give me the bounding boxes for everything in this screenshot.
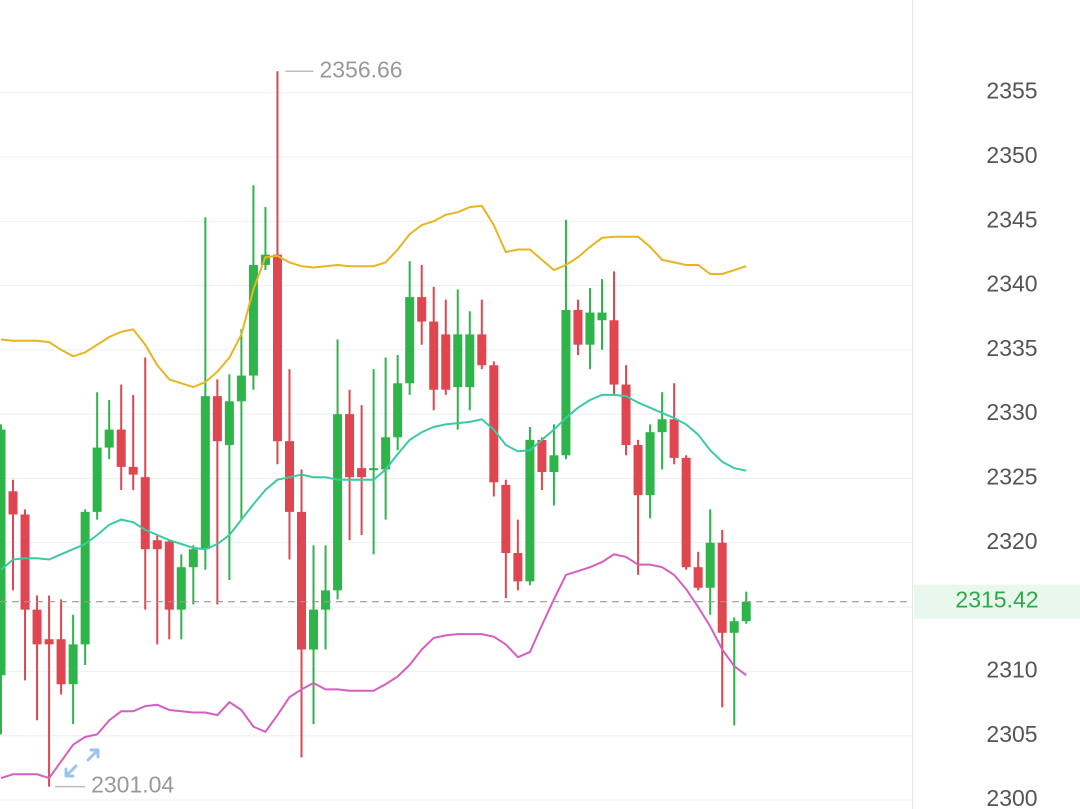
candle-body <box>693 567 703 588</box>
candle-body <box>8 491 18 515</box>
candle-body <box>44 639 54 645</box>
candle-body <box>537 439 547 473</box>
candle-body <box>501 484 511 554</box>
candle-body <box>549 455 559 473</box>
grid <box>0 92 912 801</box>
candle-body <box>140 477 150 550</box>
candle-body <box>128 466 138 475</box>
candle-body <box>417 297 427 322</box>
expand-arrows <box>64 748 100 778</box>
candle-body <box>525 439 535 582</box>
candle-body <box>224 401 234 446</box>
middle-band <box>0 393 747 571</box>
candles <box>0 71 751 787</box>
candle-body <box>381 437 391 470</box>
candle-body <box>465 334 475 388</box>
y-tick-label: 2355 <box>986 78 1037 104</box>
y-tick-label: 2320 <box>986 528 1037 554</box>
candle-body <box>585 312 595 345</box>
candle-body <box>729 621 739 633</box>
y-tick-label: 2300 <box>986 785 1037 809</box>
candle-body <box>116 429 126 467</box>
candle-body <box>152 540 162 550</box>
candle-body <box>272 254 282 442</box>
candle-body <box>513 553 523 582</box>
candle-body <box>164 541 174 610</box>
candle-body <box>0 429 6 676</box>
candle-body <box>597 312 607 321</box>
candle-body <box>609 320 619 385</box>
last-price-box <box>914 584 1080 619</box>
y-tick-label: 2345 <box>986 206 1037 232</box>
y-tick-label: 2310 <box>986 656 1037 682</box>
candle-body <box>92 447 102 512</box>
candle-body <box>56 639 66 685</box>
candle-body <box>657 419 667 433</box>
y-tick-label: 2340 <box>986 271 1037 297</box>
y-tick-label: 2305 <box>986 721 1037 747</box>
candle-body <box>705 542 715 588</box>
expand-icon[interactable] <box>64 748 100 778</box>
candle-body <box>645 432 655 496</box>
candle-body <box>248 264 258 376</box>
candle-body <box>236 375 246 402</box>
candle-body <box>429 321 439 390</box>
last-price-label: 2315.42 <box>955 587 1038 613</box>
candle-body <box>80 511 90 645</box>
candle-body <box>212 396 222 442</box>
candle-body <box>333 414 343 591</box>
candle-body <box>633 445 643 496</box>
candle-body <box>309 609 319 650</box>
candle-body <box>393 383 403 438</box>
candle-body <box>441 334 451 390</box>
candle-body <box>453 334 463 388</box>
candle-body <box>621 384 631 446</box>
candle-body <box>489 365 499 483</box>
candle-body <box>176 567 186 610</box>
candle-body <box>681 457 691 568</box>
candle-body <box>345 414 355 478</box>
candle-body <box>573 309 583 345</box>
candle-body <box>68 644 78 685</box>
max-label: 2356.66 <box>319 56 402 82</box>
candle-body <box>405 297 415 384</box>
candle-body <box>561 309 571 456</box>
upper-band <box>0 204 747 389</box>
candle-body <box>717 542 727 633</box>
candle-body <box>32 609 42 645</box>
y-tick-label: 2330 <box>986 399 1037 425</box>
candle-body <box>200 396 210 550</box>
candle-body <box>321 590 331 610</box>
candle-body <box>188 549 198 568</box>
candle-body <box>741 601 751 622</box>
candle-body <box>357 468 367 478</box>
min-label: 2301.04 <box>91 772 174 798</box>
candle-body <box>477 334 487 366</box>
lower-band <box>0 553 747 780</box>
candle-body <box>104 429 114 448</box>
y-tick-label: 2335 <box>986 335 1037 361</box>
y-tick-label: 2325 <box>986 464 1037 490</box>
candle-body <box>297 511 306 650</box>
candle-body <box>369 468 379 471</box>
candle-body <box>669 419 679 458</box>
candle-body <box>20 514 30 610</box>
y-tick-label: 2350 <box>986 142 1037 168</box>
